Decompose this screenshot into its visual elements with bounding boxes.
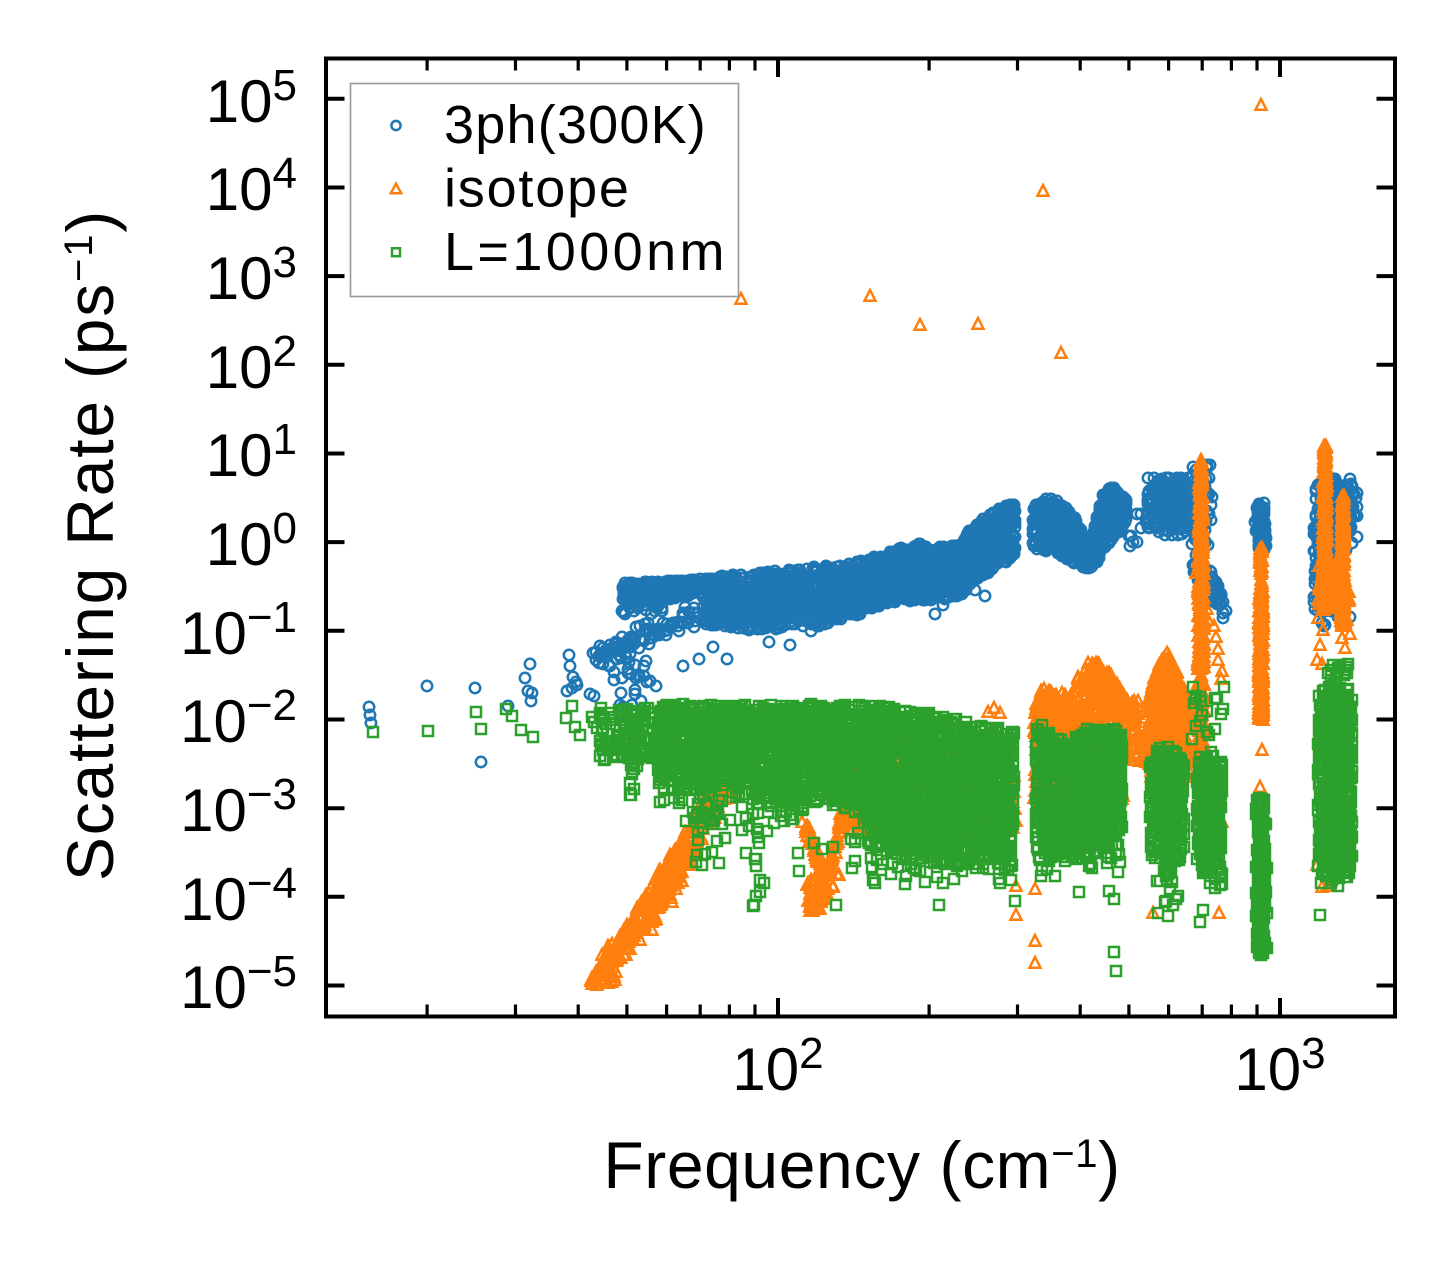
svg-text:105: 105 bbox=[206, 61, 297, 135]
svg-text:Scattering Rate (ps−1): Scattering Rate (ps−1) bbox=[53, 209, 127, 881]
svg-text:103: 103 bbox=[206, 238, 297, 312]
svg-text:L=1000nm: L=1000nm bbox=[444, 222, 728, 282]
svg-text:isotope: isotope bbox=[444, 159, 631, 219]
svg-text:10−3: 10−3 bbox=[180, 770, 297, 844]
svg-text:Frequency (cm−1): Frequency (cm−1) bbox=[603, 1128, 1120, 1202]
svg-text:3ph(300K): 3ph(300K) bbox=[444, 95, 707, 155]
svg-text:10−5: 10−5 bbox=[180, 947, 297, 1021]
